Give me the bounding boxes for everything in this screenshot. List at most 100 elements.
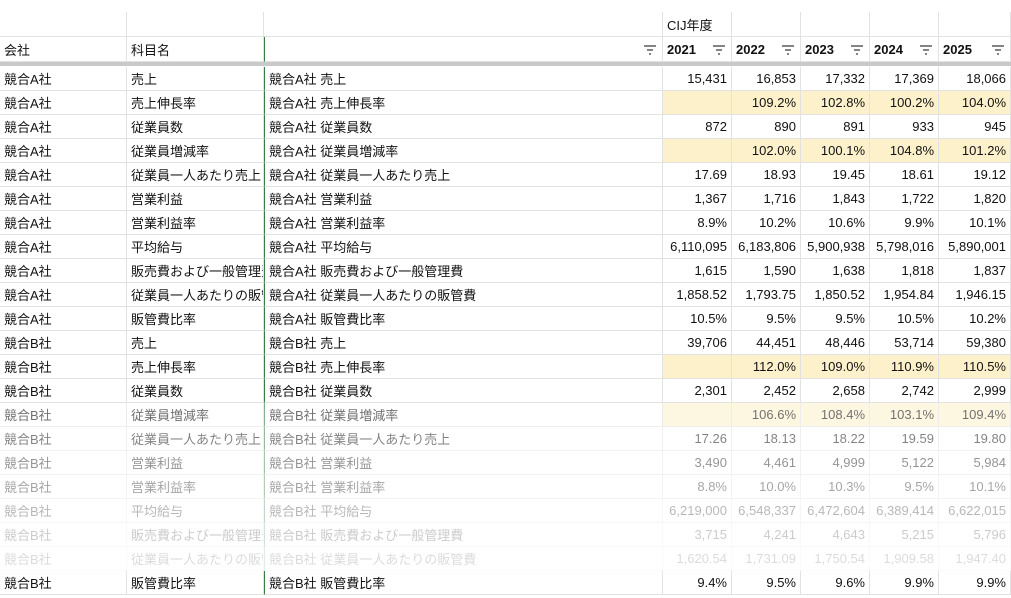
value-cell: 891 [801, 115, 870, 139]
filter-button[interactable] [920, 45, 932, 55]
filter-button[interactable] [851, 45, 863, 55]
value-cell: 6,219,000 [663, 499, 732, 523]
item-cell: 平均給与 [127, 499, 264, 523]
label-cell: 競合A社 従業員増減率 [264, 139, 663, 163]
company-cell: 競合B社 [0, 355, 127, 379]
label-cell: 競合A社 売上伸長率 [264, 91, 663, 115]
value-cell: 10.0% [732, 475, 801, 499]
year-header: 2022 [732, 37, 801, 62]
item-cell: 営業利益 [127, 451, 264, 475]
value-cell: 8.9% [663, 211, 732, 235]
value-cell: 17.26 [663, 427, 732, 451]
value-cell: 109.4% [939, 403, 1011, 427]
company-cell: 競合A社 [0, 187, 127, 211]
label-cell: 競合B社 販売費および一般管理費 [264, 523, 663, 547]
value-cell: 17.69 [663, 163, 732, 187]
label-cell: 競合B社 従業員一人あたり売上 [264, 427, 663, 451]
value-cell: 4,241 [732, 523, 801, 547]
item-cell: 従業員数 [127, 115, 264, 139]
value-cell: 4,461 [732, 451, 801, 475]
value-cell: 1,620.54 [663, 547, 732, 571]
value-cell: 17,332 [801, 67, 870, 91]
label-cell: 競合B社 売上 [264, 331, 663, 355]
value-cell: 44,451 [732, 331, 801, 355]
value-cell: 100.1% [801, 139, 870, 163]
value-cell: 9.5% [732, 307, 801, 331]
company-cell: 競合B社 [0, 523, 127, 547]
value-cell: 1,731.09 [732, 547, 801, 571]
label-cell: 競合B社 従業員数 [264, 379, 663, 403]
company-cell: 競合A社 [0, 67, 127, 91]
value-cell: 3,715 [663, 523, 732, 547]
value-cell: 1,367 [663, 187, 732, 211]
label-cell: 競合A社 販売費および一般管理費 [264, 259, 663, 283]
filter-button[interactable] [713, 45, 725, 55]
value-cell: 104.0% [939, 91, 1011, 115]
value-cell: 104.8% [870, 139, 939, 163]
cell [732, 12, 801, 37]
company-cell: 競合A社 [0, 211, 127, 235]
company-cell: 競合B社 [0, 451, 127, 475]
company-cell: 競合B社 [0, 379, 127, 403]
label-cell: 競合A社 従業員一人あたりの販管費 [264, 283, 663, 307]
value-cell: 6,110,095 [663, 235, 732, 259]
value-cell: 10.2% [939, 307, 1011, 331]
value-cell: 112.0% [732, 355, 801, 379]
label-cell: 競合A社 売上 [264, 67, 663, 91]
year-header: 2021 [663, 37, 732, 62]
value-cell: 109.2% [732, 91, 801, 115]
cell [264, 12, 663, 37]
company-cell: 競合B社 [0, 427, 127, 451]
item-cell: 従業員一人あたりの販管費 [127, 283, 264, 307]
label-cell: 競合A社 従業員一人あたり売上 [264, 163, 663, 187]
item-cell: 従業員増減率 [127, 139, 264, 163]
label-cell: 競合B社 従業員一人あたりの販管費 [264, 547, 663, 571]
item-cell: 売上 [127, 331, 264, 355]
filter-button[interactable] [782, 45, 794, 55]
label-cell: 競合B社 従業員増減率 [264, 403, 663, 427]
value-cell: 1,946.15 [939, 283, 1011, 307]
cell [801, 12, 870, 37]
column-header [264, 37, 663, 62]
value-cell: 5,122 [870, 451, 939, 475]
value-cell: 103.1% [870, 403, 939, 427]
value-cell: 18,066 [939, 67, 1011, 91]
value-cell: 3,490 [663, 451, 732, 475]
value-cell: 48,446 [801, 331, 870, 355]
item-cell: 販売費および一般管理費 [127, 523, 264, 547]
value-cell: 9.5% [870, 475, 939, 499]
value-cell: 1,843 [801, 187, 870, 211]
value-cell: 9.9% [939, 571, 1011, 595]
value-cell: 1,818 [870, 259, 939, 283]
item-cell: 販管費比率 [127, 307, 264, 331]
value-cell: 890 [732, 115, 801, 139]
value-cell: 1,947.40 [939, 547, 1011, 571]
value-cell: 109.0% [801, 355, 870, 379]
value-cell: 1,716 [732, 187, 801, 211]
value-cell [663, 91, 732, 115]
value-cell: 1,750.54 [801, 547, 870, 571]
filter-button[interactable] [644, 45, 656, 55]
value-cell: 5,215 [870, 523, 939, 547]
value-cell: 110.9% [870, 355, 939, 379]
value-cell: 102.8% [801, 91, 870, 115]
column-header: 会社 [0, 37, 127, 62]
value-cell: 2,742 [870, 379, 939, 403]
value-cell: 1,909.58 [870, 547, 939, 571]
value-cell: 6,622,015 [939, 499, 1011, 523]
value-cell: 10.5% [663, 307, 732, 331]
item-cell: 売上 [127, 67, 264, 91]
value-cell: 5,796 [939, 523, 1011, 547]
value-cell: 1,820 [939, 187, 1011, 211]
value-cell: 1,590 [732, 259, 801, 283]
item-cell: 従業員増減率 [127, 403, 264, 427]
label-cell: 競合A社 営業利益率 [264, 211, 663, 235]
item-cell: 営業利益率 [127, 211, 264, 235]
item-cell: 販売費および一般管理費 [127, 259, 264, 283]
value-cell: 19.45 [801, 163, 870, 187]
value-cell: 9.5% [732, 571, 801, 595]
filter-button[interactable] [992, 45, 1004, 55]
company-cell: 競合A社 [0, 91, 127, 115]
cell [939, 12, 1011, 37]
